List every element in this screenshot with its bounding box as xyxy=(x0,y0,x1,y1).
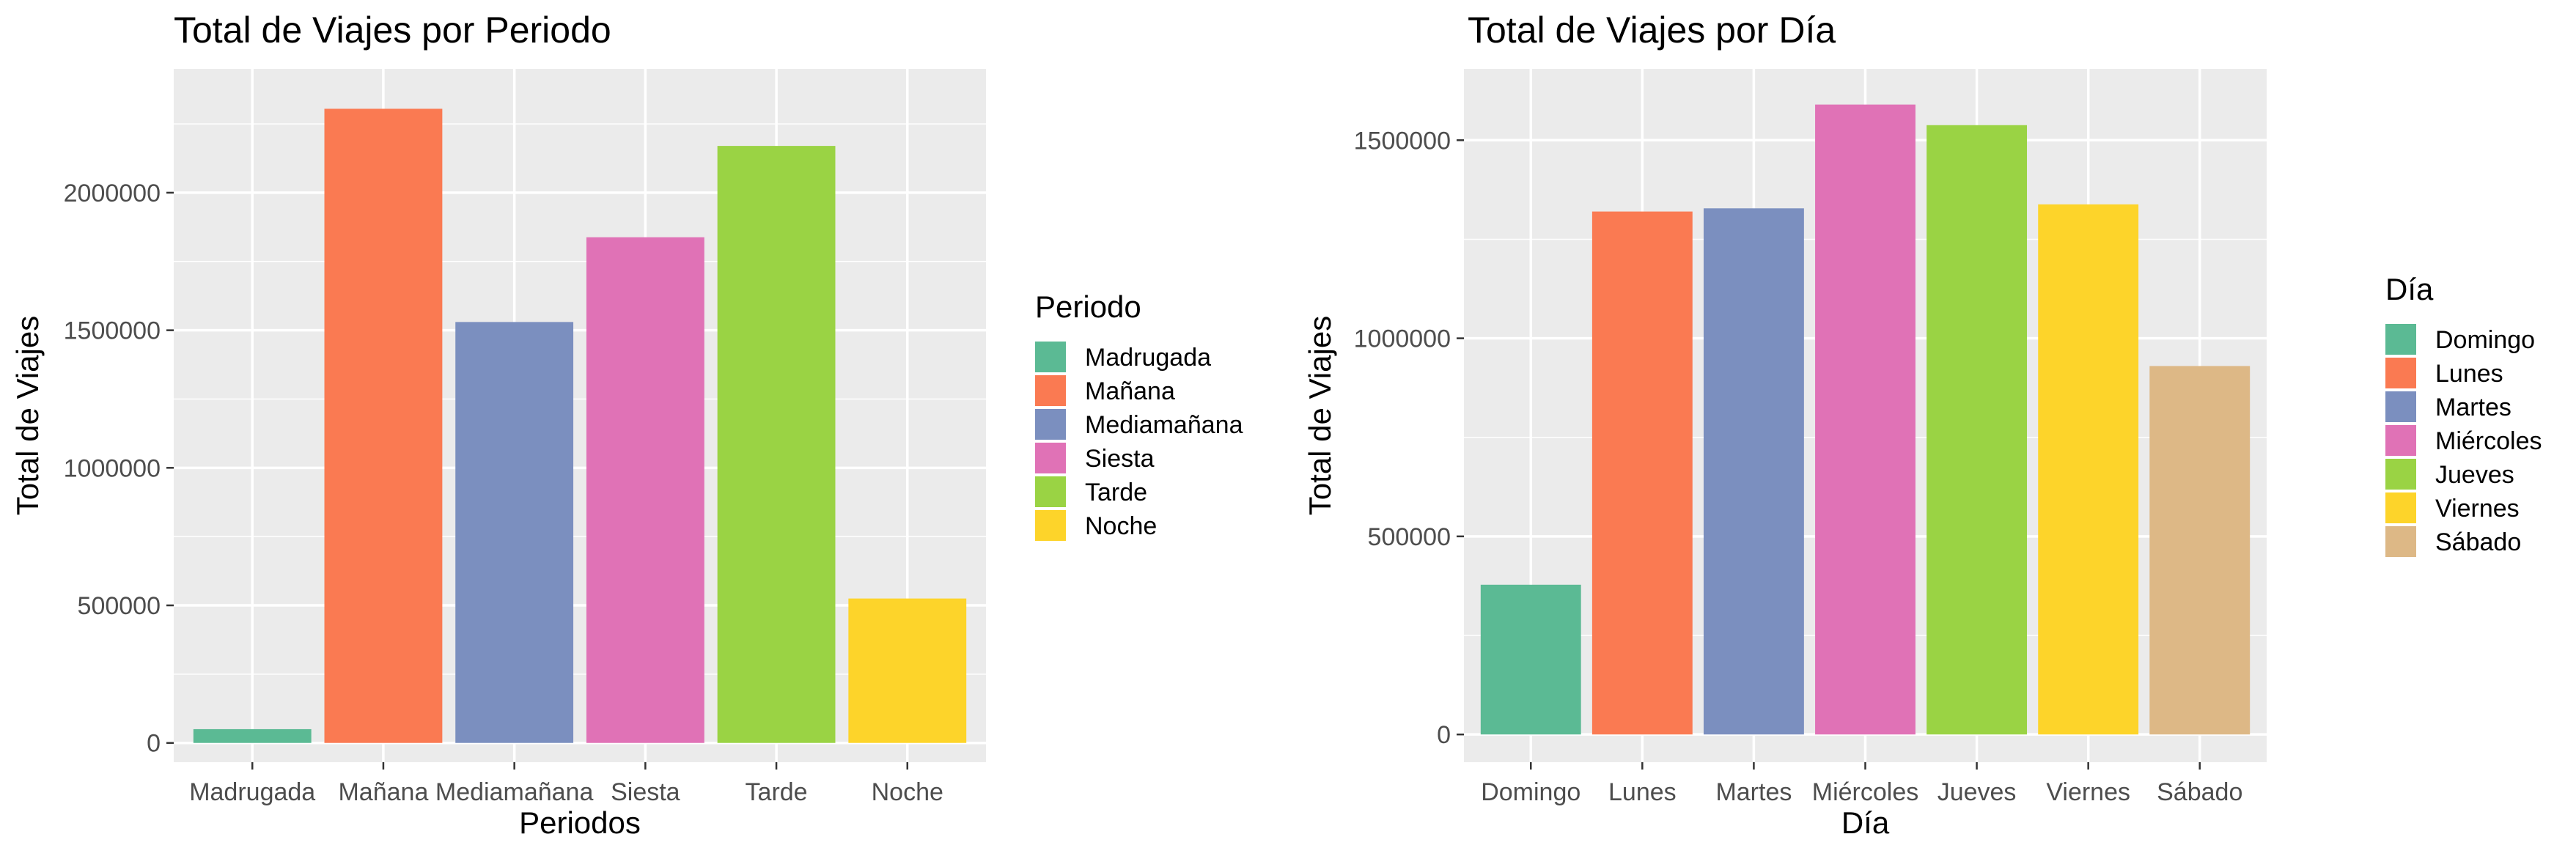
bar-domingo xyxy=(1480,584,1581,735)
legend-label: Mañana xyxy=(1085,377,1175,405)
legend-swatch-sabado xyxy=(2385,526,2416,557)
bar-lunes xyxy=(1591,211,1693,735)
x-tick-label: Jueves xyxy=(1937,778,2017,806)
chart-periodo: Total de Viajes por Periodo 0 500000 100000… xyxy=(10,10,1243,840)
legend-swatch-domingo xyxy=(2385,324,2416,355)
legend-swatch-lunes xyxy=(2385,358,2416,388)
x-tick-label: Lunes xyxy=(1608,778,1677,806)
legend-label: Jueves xyxy=(2435,461,2514,489)
legend-label: Siesta xyxy=(1085,445,1155,473)
bar-mediamanana xyxy=(455,322,574,743)
y-tick-label: 1500000 xyxy=(64,317,161,345)
y-tick-label: 500000 xyxy=(78,592,161,620)
legend-label: Madrugada xyxy=(1085,344,1211,372)
bar-martes xyxy=(1703,208,1804,735)
x-tick-label: Martes xyxy=(1715,778,1792,806)
legend-swatch-siesta xyxy=(1035,443,1066,473)
x-tick-label: Mañana xyxy=(338,778,428,806)
legend-swatch-manana xyxy=(1035,375,1066,406)
y-tick-label: 0 xyxy=(1437,721,1451,749)
legend-label: Miércoles xyxy=(2435,427,2542,455)
y-axis-title: Total de Viajes xyxy=(10,316,45,515)
x-tick-label: Tarde xyxy=(746,778,808,806)
bar-noche xyxy=(848,598,967,743)
bar-viernes xyxy=(2038,204,2139,735)
legend-label: Sábado xyxy=(2435,528,2521,556)
legend-swatch-jueves xyxy=(2385,459,2416,490)
chart-dia: Total de Viajes por Día 0 500000 1000000 150… xyxy=(1288,0,2576,856)
legend-label: Viernes xyxy=(2435,495,2520,523)
x-axis-title: Día xyxy=(1841,805,1890,840)
legend-title: Día xyxy=(2385,272,2434,306)
legend-swatch-viernes xyxy=(2385,492,2416,523)
legend-swatch-tarde xyxy=(1035,476,1066,507)
x-tick-label: Siesta xyxy=(611,778,680,806)
legend-swatch-noche xyxy=(1035,510,1066,541)
x-axis-title: Periodos xyxy=(519,805,641,840)
y-tick-label: 500000 xyxy=(1368,523,1451,551)
x-tick-label: Noche xyxy=(872,778,943,806)
legend-label: Mediamañana xyxy=(1085,411,1243,439)
legend-swatch-madrugada xyxy=(1035,342,1066,372)
legend-label: Domingo xyxy=(2435,326,2535,354)
bar-manana xyxy=(324,108,443,743)
bar-siesta xyxy=(586,237,704,743)
bar-sabado xyxy=(2149,366,2251,735)
y-axis-title: Total de Viajes xyxy=(1303,316,1337,515)
bar-miercoles xyxy=(1815,104,1916,735)
chart-dia-svg: Total de Viajes por Día 0 500000 1000000 150… xyxy=(1303,10,2542,840)
y-tick-label: 1500000 xyxy=(1354,127,1451,155)
legend-label: Tarde xyxy=(1085,479,1147,506)
chart-periodo-svg: Total de Viajes por Periodo 0 500000 100000… xyxy=(10,10,1243,840)
chart-title: Total de Viajes por Día xyxy=(1468,10,1836,51)
legend-swatch-mediamanana xyxy=(1035,409,1066,440)
x-tick-label: Mediamañana xyxy=(435,778,594,806)
legend-label: Noche xyxy=(1085,512,1157,540)
x-tick-label: Domingo xyxy=(1481,778,1580,806)
y-tick-label: 1000000 xyxy=(1354,325,1451,353)
y-tick-label: 0 xyxy=(147,730,161,758)
x-tick-label: Sábado xyxy=(2157,778,2242,806)
x-tick-label: Miércoles xyxy=(1812,778,1918,806)
legend-label: Martes xyxy=(2435,394,2511,421)
legend-swatch-martes xyxy=(2385,391,2416,422)
bar-tarde xyxy=(717,146,836,743)
x-tick-label: Viernes xyxy=(2046,778,2130,806)
legend-swatch-miercoles xyxy=(2385,425,2416,456)
y-tick-label: 1000000 xyxy=(64,454,161,482)
legend-title: Periodo xyxy=(1035,289,1141,324)
bar-jueves xyxy=(1927,125,2028,735)
bar-madrugada xyxy=(193,728,312,743)
y-tick-label: 2000000 xyxy=(64,180,161,207)
legend-label: Lunes xyxy=(2435,360,2503,388)
x-tick-label: Madrugada xyxy=(189,778,315,806)
chart-title: Total de Viajes por Periodo xyxy=(174,10,611,51)
